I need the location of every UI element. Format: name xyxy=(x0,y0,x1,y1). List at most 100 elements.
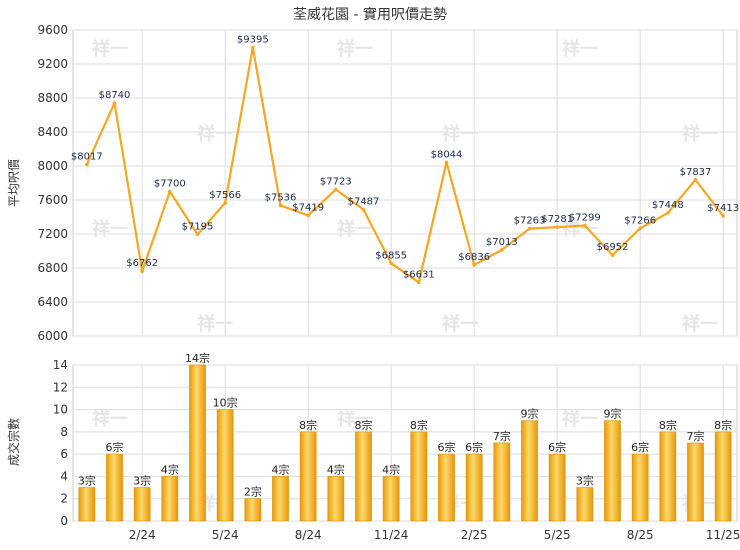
count-bar xyxy=(438,453,455,522)
price-point-label: $7837 xyxy=(680,167,712,178)
price-point-label: $7536 xyxy=(265,192,297,203)
count-bar xyxy=(687,442,704,522)
price-axis-label: 平均呎價 xyxy=(7,159,21,207)
watermark-text: 祥一 xyxy=(442,313,478,335)
price-y-tick-label: 8000 xyxy=(37,159,68,173)
axes-layer: 6000 6400 6800 7200 7600 8000 8400 8800 9200 9600… xyxy=(37,23,740,542)
count-bar-label: 14宗 xyxy=(185,351,210,365)
count-y-tick-label: 10 xyxy=(53,403,68,417)
count-bar-label: 4宗 xyxy=(327,462,345,476)
price-point xyxy=(278,203,283,208)
line-layer xyxy=(85,45,725,285)
count-bar xyxy=(465,453,483,522)
price-point-label: $7266 xyxy=(624,215,656,226)
count-bar xyxy=(548,453,566,522)
count-bar xyxy=(272,476,289,522)
price-point-label: $7723 xyxy=(320,177,352,188)
price-y-tick-label: 8800 xyxy=(37,91,68,105)
price-point-label: $7487 xyxy=(348,197,380,208)
price-point xyxy=(361,207,366,212)
price-y-tick-label: 7600 xyxy=(37,193,68,207)
count-bar-label: 7宗 xyxy=(687,429,705,443)
price-point xyxy=(693,178,698,182)
price-point xyxy=(140,269,144,274)
watermark-text: 祥一 xyxy=(197,313,233,335)
x-tick-label: 11/24 xyxy=(374,528,409,542)
price-point-label: $7566 xyxy=(209,190,241,201)
price-point xyxy=(638,226,642,231)
count-bar xyxy=(521,420,538,522)
count-bar xyxy=(299,431,317,522)
x-tick-label: 11/25 xyxy=(706,528,740,542)
watermark-text: 祥一 xyxy=(562,218,598,240)
price-point-label: $6952 xyxy=(597,242,629,253)
watermark-text: 祥一 xyxy=(682,123,718,145)
price-y-tick-label: 6400 xyxy=(37,295,68,309)
x-tick-label: 8/24 xyxy=(295,528,322,542)
count-bar-label: 10宗 xyxy=(213,396,238,410)
price-point-label: $7448 xyxy=(652,200,684,211)
price-point xyxy=(500,248,504,252)
watermark-text: 祥一 xyxy=(562,408,598,430)
count-bar xyxy=(355,431,372,522)
x-tick-label: 8/25 xyxy=(627,528,654,542)
count-bar-label: 6宗 xyxy=(631,440,649,454)
count-bar-label: 4宗 xyxy=(272,462,290,476)
count-bar xyxy=(604,420,621,522)
count-bar-label: 4宗 xyxy=(161,462,179,476)
price-point-label: $7263 xyxy=(514,216,546,227)
count-bar-label: 2宗 xyxy=(244,485,262,499)
x-tick-label: 5/25 xyxy=(544,528,571,542)
count-bar xyxy=(216,409,234,522)
price-point xyxy=(610,253,615,257)
count-bar xyxy=(714,431,732,522)
price-point xyxy=(223,201,227,205)
x-tick-label: 2/24 xyxy=(129,528,156,542)
price-point-label: $9395 xyxy=(237,34,269,45)
price-point-label: $6855 xyxy=(375,250,407,261)
count-bar-label: 3宗 xyxy=(133,474,151,488)
count-y-tick-label: 14 xyxy=(53,358,68,372)
count-y-tick-label: 4 xyxy=(60,469,68,483)
watermark-text: 祥一 xyxy=(442,123,478,145)
price-point xyxy=(444,160,449,165)
price-plot-area xyxy=(72,29,738,337)
price-point-label: $8044 xyxy=(431,149,463,160)
count-bar-label: 8宗 xyxy=(299,418,317,432)
count-y-tick-label: 6 xyxy=(60,447,68,461)
count-bar-label: 8宗 xyxy=(714,418,732,432)
x-tick-label: 2/25 xyxy=(461,528,488,542)
price-point xyxy=(334,187,338,192)
grid-layer xyxy=(72,29,738,522)
price-point-label: $7013 xyxy=(486,237,518,248)
x-tick-label: 5/24 xyxy=(212,528,239,542)
count-bar xyxy=(493,442,511,522)
count-bar xyxy=(631,453,649,522)
count-axis-label: 成交宗數 xyxy=(6,418,21,466)
price-point xyxy=(389,261,393,266)
watermark-text: 祥一 xyxy=(92,38,128,60)
count-bar xyxy=(382,476,400,522)
price-y-tick-label: 7200 xyxy=(37,227,68,241)
count-y-tick-label: 2 xyxy=(60,492,68,506)
count-bar-label: 8宗 xyxy=(659,418,677,432)
price-point-label: $6762 xyxy=(126,258,158,269)
price-point xyxy=(527,226,532,231)
price-point xyxy=(168,189,172,194)
watermark-text: 祥一 xyxy=(92,218,128,240)
price-point xyxy=(666,211,670,215)
price-y-tick-label: 9200 xyxy=(37,57,68,71)
count-bar-label: 3宗 xyxy=(78,474,96,488)
price-point xyxy=(85,162,89,167)
count-bar xyxy=(106,453,123,522)
watermark-text: 祥一 xyxy=(562,38,598,60)
labels-layer: 3宗 6宗 3宗 4宗 14宗 10宗 2宗 4宗 8宗 4宗 8宗 4宗 8宗 6宗 6宗 7宗 9宗 6宗 3宗… xyxy=(71,34,739,498)
chart-title: 荃威花園 - 實用呎價走勢 xyxy=(293,6,447,23)
count-bar-label: 7宗 xyxy=(493,429,511,443)
price-point xyxy=(417,280,421,285)
count-bar-label: 9宗 xyxy=(521,407,539,421)
price-point xyxy=(251,45,255,50)
count-bar xyxy=(189,364,206,522)
watermark-text: 祥一 xyxy=(197,123,233,145)
price-point xyxy=(583,223,587,228)
